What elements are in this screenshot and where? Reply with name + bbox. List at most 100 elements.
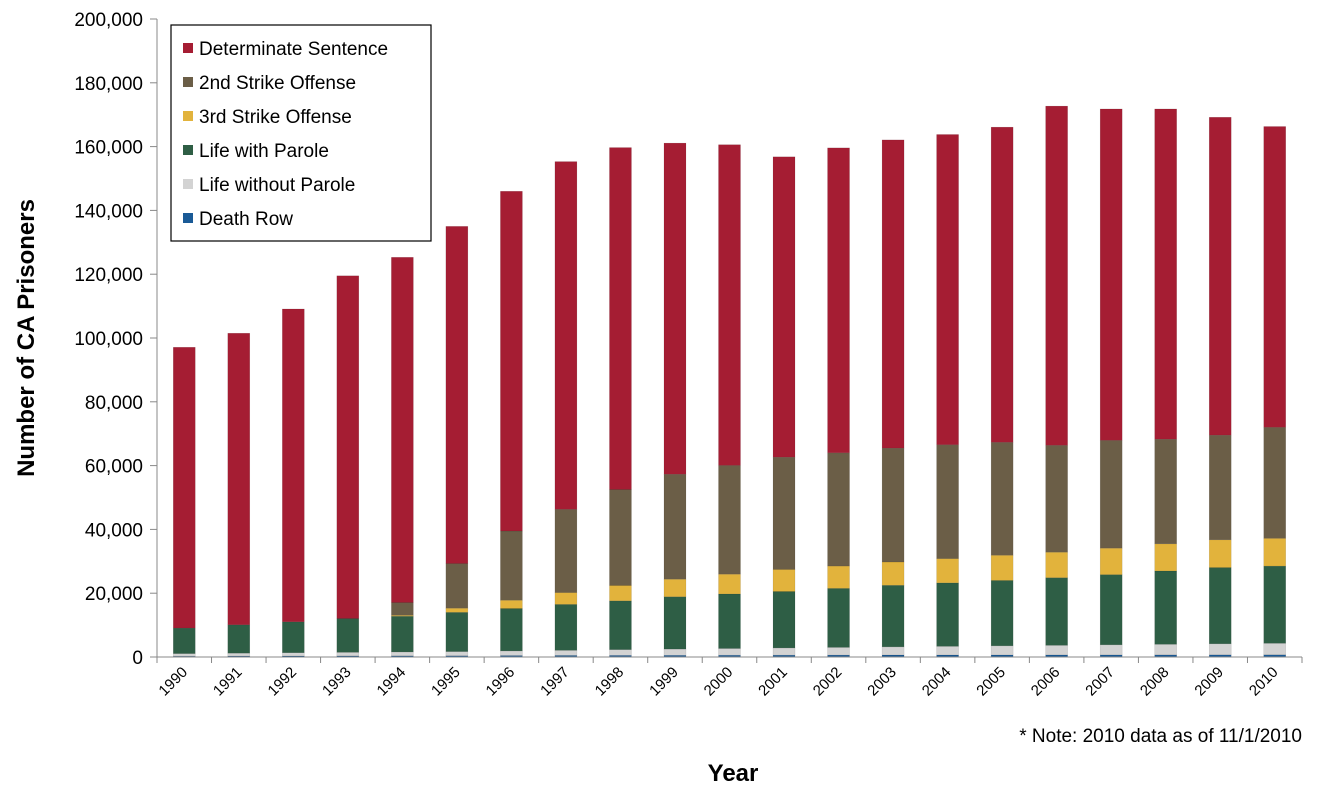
legend-label-life-with-parole: Life with Parole: [199, 141, 329, 162]
bar-segment-life-with-parole-2007: [1099, 574, 1123, 646]
bar-segment-2nd-strike-offense-2002: [827, 452, 850, 567]
bar-segment-life-with-parole-2010: [1263, 565, 1286, 644]
bar-segment-life-with-parole-2006: [1045, 577, 1068, 646]
bar-segment-2nd-strike-offense-2004: [936, 444, 959, 559]
bar-segment-3rd-strike-offense-1995: [445, 607, 469, 613]
bar-segment-determinate-sentence-2006: [1045, 105, 1068, 446]
legend-label-determinate-sentence: Determinate Sentence: [199, 39, 388, 60]
bar-segment-3rd-strike-offense-1996: [500, 599, 523, 609]
y-tick-label: 80,000: [85, 393, 143, 414]
y-tick-label: 140,000: [74, 201, 143, 222]
bar-segment-3rd-strike-offense-1998: [609, 585, 632, 602]
legend-label-2nd-strike-offense: 2nd Strike Offense: [199, 73, 356, 94]
x-tick-label: 2000: [701, 664, 737, 700]
bar-segment-life-without-parole-2000: [718, 648, 741, 656]
x-tick-label: 1991: [210, 664, 246, 700]
bar-segment-life-without-parole-1997: [554, 650, 578, 656]
legend-swatch-2nd-strike-offense: [183, 77, 193, 87]
y-tick-label: 60,000: [85, 457, 143, 478]
legend-swatch-determinate-sentence: [183, 43, 193, 53]
x-tick-label: 1992: [265, 664, 301, 700]
bar-segment-2nd-strike-offense-1995: [445, 563, 469, 609]
bar-segment-life-without-parole-2002: [827, 647, 850, 656]
bar-segment-life-without-parole-2008: [1154, 644, 1177, 656]
y-axis-title: Number of CA Prisoners: [13, 199, 40, 477]
bar-segment-life-without-parole-1995: [445, 651, 469, 656]
legend-label-life-without-parole: Life without Parole: [199, 175, 355, 196]
bar-segment-life-without-parole-2006: [1045, 645, 1068, 656]
bar-segment-life-without-parole-2003: [881, 646, 905, 656]
x-tick-label: 2007: [1082, 664, 1118, 700]
bar-segment-3rd-strike-offense-2010: [1263, 538, 1286, 567]
bar-segment-determinate-sentence-2001: [772, 156, 796, 458]
bar-segment-life-without-parole-1996: [500, 650, 523, 656]
bar-segment-2nd-strike-offense-2001: [772, 456, 796, 570]
bar-segment-life-without-parole-1991: [227, 652, 251, 657]
x-tick-label: 2008: [1137, 664, 1173, 700]
bar-segment-life-with-parole-2008: [1154, 570, 1177, 645]
bar-segment-2nd-strike-offense-2000: [718, 465, 741, 575]
bar-segment-2nd-strike-offense-1999: [663, 473, 687, 580]
x-tick-label: 2003: [864, 664, 900, 700]
bar-segment-life-without-parole-1994: [391, 651, 414, 657]
bar-segment-determinate-sentence-1996: [500, 191, 523, 532]
bar-segment-determinate-sentence-1994: [391, 257, 414, 603]
bar-segment-3rd-strike-offense-2008: [1154, 543, 1177, 572]
bar-segment-life-with-parole-1994: [391, 615, 414, 653]
legend-swatch-life-without-parole: [183, 179, 193, 189]
bar-segment-life-without-parole-1992: [282, 652, 305, 657]
bar-segment-life-without-parole-1990: [173, 653, 196, 657]
x-tick-label: 1996: [483, 664, 519, 700]
bar-segment-determinate-sentence-1997: [554, 161, 578, 510]
bar-segment-determinate-sentence-2010: [1263, 126, 1286, 428]
bar-segment-2nd-strike-offense-2003: [881, 447, 905, 563]
legend-swatch-life-with-parole: [183, 145, 193, 155]
bar-segment-life-without-parole-2005: [990, 645, 1014, 656]
x-tick-label: 1993: [319, 664, 355, 700]
x-tick-label: 1994: [374, 664, 410, 700]
y-tick-label: 160,000: [74, 138, 143, 159]
bar-segment-life-with-parole-2004: [936, 582, 959, 647]
bar-segment-3rd-strike-offense-2003: [881, 561, 905, 586]
bar-segment-life-without-parole-2007: [1099, 644, 1123, 656]
bar-segment-3rd-strike-offense-2006: [1045, 551, 1068, 578]
bar-segment-2nd-strike-offense-1996: [500, 530, 523, 601]
bar-segment-life-without-parole-2009: [1208, 643, 1232, 656]
y-tick-label: 20,000: [85, 584, 143, 605]
bar-segment-determinate-sentence-1995: [445, 226, 469, 564]
bar-segment-life-without-parole-1993: [336, 652, 360, 657]
bar-segment-2nd-strike-offense-1998: [609, 489, 632, 586]
bar-segment-life-with-parole-1998: [609, 600, 632, 650]
legend-label-3rd-strike-offense: 3rd Strike Offense: [199, 107, 352, 128]
x-tick-label: 1997: [537, 664, 573, 700]
bar-segment-2nd-strike-offense-2010: [1263, 427, 1286, 539]
bar-segment-determinate-sentence-1991: [227, 332, 251, 626]
bar-segment-2nd-strike-offense-2009: [1208, 434, 1232, 541]
bar-segment-2nd-strike-offense-2006: [1045, 445, 1068, 553]
plot-area: [173, 105, 1286, 658]
bar-segment-life-with-parole-2005: [990, 580, 1014, 647]
y-tick-label: 120,000: [74, 265, 143, 286]
y-tick-label: 0: [132, 648, 143, 669]
bar-segment-determinate-sentence-1998: [609, 147, 632, 490]
bar-segment-life-with-parole-1996: [500, 608, 523, 652]
x-tick-label: 2006: [1028, 664, 1064, 700]
bar-segment-3rd-strike-offense-2002: [827, 565, 850, 589]
bar-segment-life-with-parole-2002: [827, 588, 850, 648]
x-tick-label: 1995: [428, 664, 464, 700]
bar-segment-life-with-parole-2001: [772, 591, 796, 649]
bar-segment-determinate-sentence-2003: [881, 139, 905, 449]
bar-segment-life-without-parole-1999: [663, 648, 687, 656]
bar-segment-life-with-parole-1995: [445, 612, 469, 652]
y-tick-label: 100,000: [74, 329, 143, 350]
x-tick-label: 1999: [646, 664, 682, 700]
bar-segment-life-with-parole-1990: [173, 627, 196, 654]
bar-segment-3rd-strike-offense-2001: [772, 569, 796, 592]
bar-segment-determinate-sentence-1992: [282, 308, 305, 623]
x-tick-label: 2009: [1191, 664, 1227, 700]
bar-segment-life-with-parole-2003: [881, 585, 905, 648]
bar-segment-3rd-strike-offense-2004: [936, 558, 959, 584]
bar-segment-2nd-strike-offense-1994: [391, 602, 414, 616]
x-tick-label: 1990: [155, 664, 191, 700]
